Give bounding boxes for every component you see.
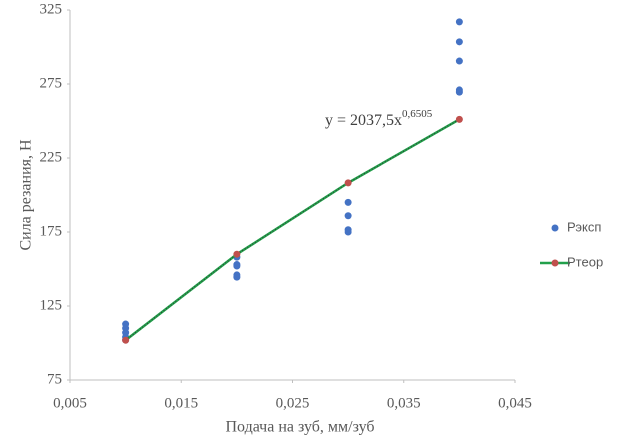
x-tick-label: 0,035 bbox=[387, 395, 421, 411]
legend-marker bbox=[551, 224, 559, 232]
y-axis-title: Сила резания, Н bbox=[18, 139, 35, 251]
point bbox=[233, 273, 241, 281]
point bbox=[455, 38, 463, 46]
point bbox=[233, 250, 241, 258]
x-tick-label: 0,005 bbox=[53, 395, 87, 411]
y-tick-label: 225 bbox=[40, 149, 63, 165]
point bbox=[344, 228, 352, 236]
y-tick-label: 125 bbox=[40, 297, 63, 313]
point bbox=[122, 336, 130, 344]
y-tick-label: 275 bbox=[40, 75, 63, 91]
x-tick-label: 0,045 bbox=[498, 395, 532, 411]
x-axis-title: Подача на зуб, мм/зуб bbox=[225, 419, 374, 436]
point bbox=[455, 115, 463, 123]
point bbox=[455, 88, 463, 96]
legend-label: Рэксп bbox=[567, 219, 601, 234]
point bbox=[344, 198, 352, 206]
point bbox=[344, 212, 352, 220]
annotation: y = 2037,5x0,6505 bbox=[325, 108, 433, 129]
y-tick-label: 325 bbox=[40, 1, 63, 17]
point bbox=[344, 179, 352, 187]
x-tick-label: 0,025 bbox=[276, 395, 310, 411]
y-tick-label: 175 bbox=[40, 223, 63, 239]
y-tick-label: 75 bbox=[47, 371, 62, 387]
legend-marker bbox=[551, 259, 559, 267]
annotation-exponent: 0,6505 bbox=[402, 108, 433, 120]
trend-line bbox=[125, 118, 460, 341]
x-tick-label: 0,015 bbox=[164, 395, 198, 411]
point bbox=[233, 262, 241, 270]
annotation-text: y = 2037,5x bbox=[325, 112, 402, 129]
point bbox=[455, 18, 463, 26]
point bbox=[455, 57, 463, 65]
series-line bbox=[124, 118, 460, 342]
legend-label: Ртеор bbox=[567, 254, 603, 269]
